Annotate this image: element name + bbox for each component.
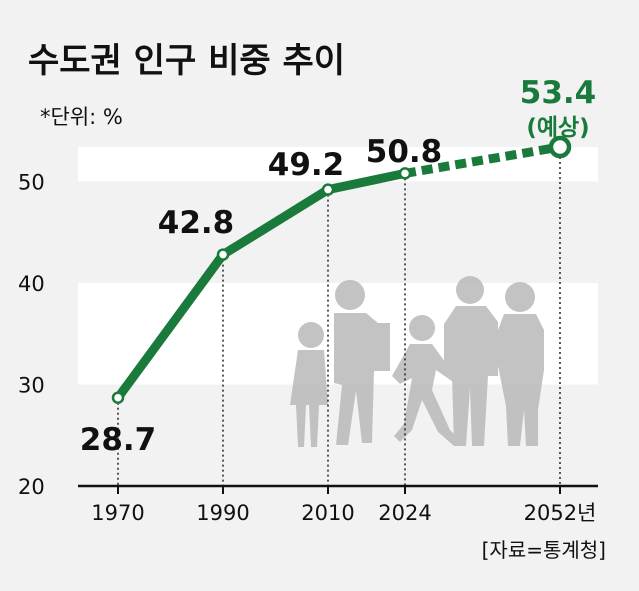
y-tick-20: 20 <box>18 475 45 499</box>
projection-note: (예상) <box>526 115 589 141</box>
point-2052년 <box>548 135 572 159</box>
point-2024 <box>398 167 412 180</box>
data-label-1970: 28.7 <box>80 422 157 458</box>
y-tick-50: 50 <box>18 171 45 195</box>
x-tick-2024: 2024 <box>378 501 431 525</box>
family-silhouette-icon <box>290 276 544 447</box>
data-label-1990: 42.8 <box>158 205 235 241</box>
x-tick-1970: 1970 <box>91 501 144 525</box>
y-axis-ticks: 20 30 40 50 <box>18 171 45 500</box>
chart-title: 수도권 인구 비중 추이 <box>28 41 345 81</box>
point-1990 <box>216 248 230 261</box>
x-axis: 1970 1990 2010 2024 2052년 <box>78 484 598 525</box>
series-line-projected <box>404 142 561 178</box>
series-population-share <box>111 135 572 404</box>
data-label-2010: 49.2 <box>268 147 345 183</box>
series-line-actual <box>113 168 410 403</box>
point-1970 <box>111 391 125 404</box>
vertical-guide-lines <box>117 146 561 486</box>
data-labels: 28.7 42.8 49.2 50.8 53.4 <box>80 75 597 458</box>
x-tick-2010: 2010 <box>301 501 354 525</box>
x-tick-2052년: 2052년 <box>524 501 597 525</box>
unit-label: *단위: % <box>40 105 123 129</box>
y-tick-30: 30 <box>18 374 45 398</box>
x-tick-1990: 1990 <box>196 501 249 525</box>
source-label: [자료=통계청] <box>482 538 606 562</box>
data-label-2052년: 53.4 <box>520 75 597 111</box>
y-tick-40: 40 <box>18 272 45 296</box>
data-label-2024: 50.8 <box>366 134 443 170</box>
point-2010 <box>321 183 335 196</box>
